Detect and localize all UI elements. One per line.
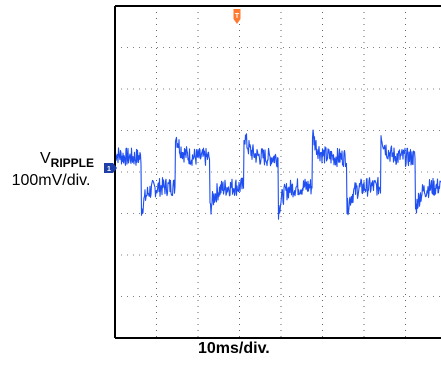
trigger-marker-text: T	[235, 13, 240, 20]
trace-name: VRIPPLE	[12, 150, 122, 172]
trace-name-main: V	[39, 150, 51, 167]
ripple-trace	[114, 129, 441, 220]
channel-marker	[104, 163, 117, 173]
trigger-marker	[233, 9, 241, 24]
time-scale: 10ms/div.	[198, 340, 270, 357]
vertical-scale: 100mV/div.	[11, 172, 91, 190]
trace-name-sub: RIPPLE	[50, 156, 94, 171]
channel-marker-text: 1	[107, 166, 111, 173]
trace-label: VRIPPLE 100mV/div.	[2, 150, 122, 190]
